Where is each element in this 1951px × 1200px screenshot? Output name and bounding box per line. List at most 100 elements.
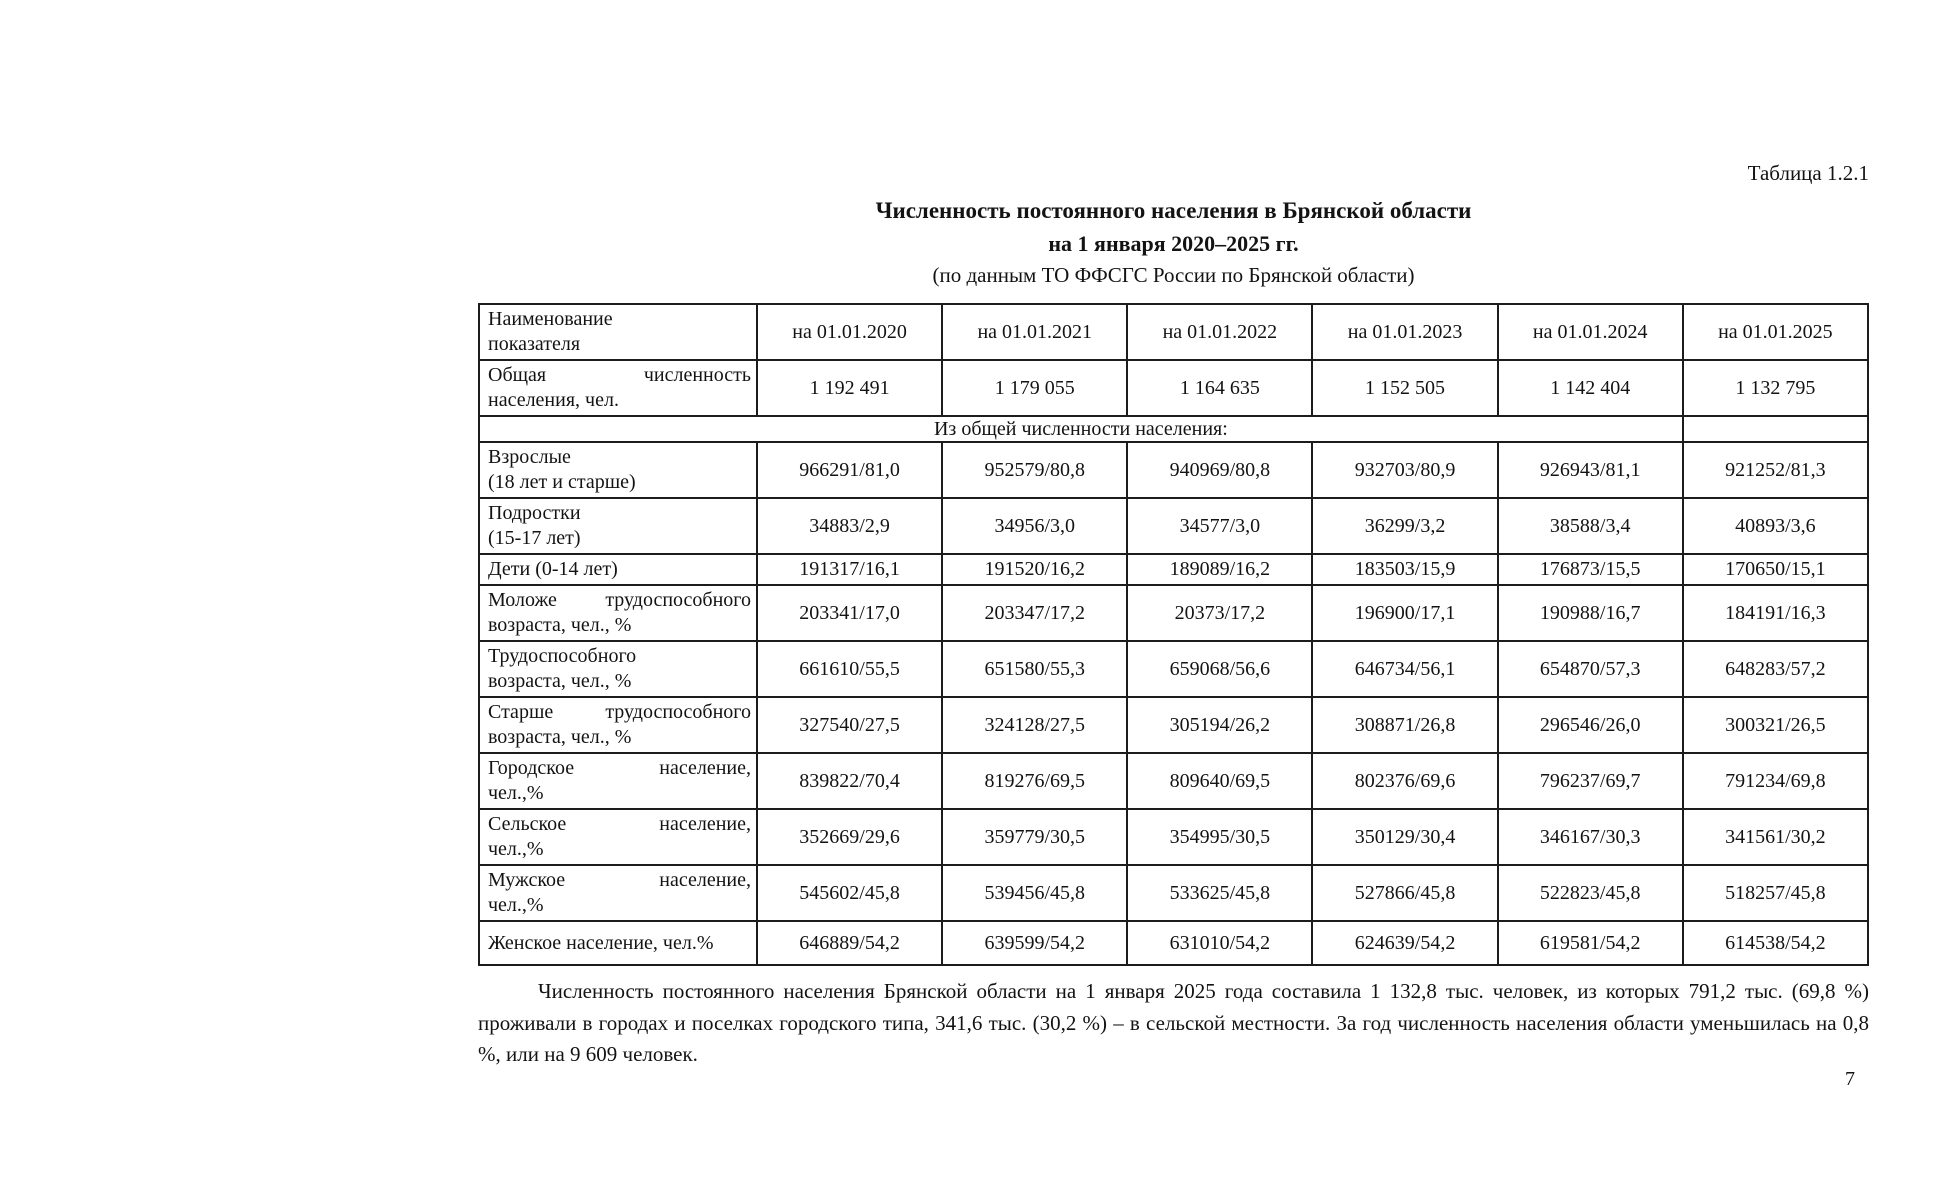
- table-row-rural-population: Сельское население, чел.,% 352669/29,6 3…: [478, 808, 1870, 866]
- row-label-cell: Старше трудоспособного возраста, чел., %: [478, 696, 758, 754]
- row-label-cell: Общая численность населения, чел.: [478, 359, 758, 417]
- value-cell: 791234/69,8: [1681, 752, 1870, 810]
- value-cell: 40893/3,6: [1681, 497, 1870, 555]
- value-cell: 639599/54,2: [941, 920, 1129, 966]
- value-cell: 38588/3,4: [1496, 497, 1684, 555]
- row-label-cell: Дети (0-14 лет): [478, 553, 758, 586]
- value-cell: 352669/29,6: [755, 808, 944, 866]
- header-year-cell: на 01.01.2021: [941, 303, 1129, 361]
- row-label-line: населения, чел.: [488, 389, 619, 411]
- table-caption: Таблица 1.2.1: [1747, 161, 1869, 185]
- value-cell: 921252/81,3: [1681, 441, 1870, 499]
- table-row-total-population: Общая численность населения, чел. 1 192 …: [478, 359, 1870, 417]
- header-year-cell: на 01.01.2025: [1681, 303, 1870, 361]
- table-row-female-population: Женское население, чел.% 646889/54,2 639…: [478, 920, 1870, 966]
- header-year-cell: на 01.01.2023: [1311, 303, 1499, 361]
- row-label-line: Старше трудоспособного: [488, 701, 751, 723]
- value-cell: 36299/3,2: [1311, 497, 1499, 555]
- value-cell: 619581/54,2: [1496, 920, 1684, 966]
- value-cell: 940969/80,8: [1126, 441, 1314, 499]
- value-cell: 191520/16,2: [941, 553, 1129, 586]
- row-label-line: Подростки: [488, 502, 581, 524]
- value-cell: 300321/26,5: [1681, 696, 1870, 754]
- value-cell: 802376/69,6: [1311, 752, 1499, 810]
- row-label-line: Городское население,: [488, 757, 751, 779]
- value-cell: 324128/27,5: [941, 696, 1129, 754]
- value-cell: 839822/70,4: [755, 752, 944, 810]
- row-label-cell: Городское население, чел.,%: [478, 752, 758, 810]
- value-cell: 932703/80,9: [1311, 441, 1499, 499]
- value-cell: 533625/45,8: [1126, 864, 1314, 922]
- table-row-male-population: Мужское население, чел.,% 545602/45,8 53…: [478, 864, 1870, 922]
- row-label-cell: Женское население, чел.%: [478, 920, 758, 966]
- value-cell: 308871/26,8: [1311, 696, 1499, 754]
- value-cell: 34577/3,0: [1126, 497, 1314, 555]
- value-cell: 203341/17,0: [755, 584, 944, 642]
- row-label-line: возраста, чел., %: [488, 670, 632, 692]
- row-label-cell: Мужское население, чел.,%: [478, 864, 758, 922]
- value-cell: 614538/54,2: [1681, 920, 1870, 966]
- row-label-line: Трудоспособного: [488, 645, 637, 667]
- value-cell: 203347/17,2: [941, 584, 1129, 642]
- value-cell: 346167/30,3: [1496, 808, 1684, 866]
- value-cell: 296546/26,0: [1496, 696, 1684, 754]
- value-cell: 654870/57,3: [1496, 640, 1684, 698]
- value-cell: 518257/45,8: [1681, 864, 1870, 922]
- table-row-adults: Взрослые (18 лет и старше) 966291/81,0 9…: [478, 441, 1870, 499]
- value-cell: 354995/30,5: [1126, 808, 1314, 866]
- value-cell: 624639/54,2: [1311, 920, 1499, 966]
- table-row-above-working-age: Старше трудоспособного возраста, чел., %…: [478, 696, 1870, 754]
- body-paragraph: Численность постоянного населения Брянск…: [478, 979, 1869, 1066]
- value-cell: 809640/69,5: [1126, 752, 1314, 810]
- table-section-row: Из общей численности населения:: [478, 415, 1870, 443]
- row-label-line: Сельское население,: [488, 813, 751, 835]
- value-cell: 191317/16,1: [755, 553, 944, 586]
- table-row-below-working-age: Моложе трудоспособного возраста, чел., %…: [478, 584, 1870, 642]
- row-label-cell: Взрослые (18 лет и старше): [478, 441, 758, 499]
- row-label-line: Взрослые: [488, 446, 571, 468]
- value-cell: 341561/30,2: [1681, 808, 1870, 866]
- value-cell: 1 179 055: [941, 359, 1129, 417]
- value-cell: 34956/3,0: [941, 497, 1129, 555]
- row-label-cell: Подростки (15-17 лет): [478, 497, 758, 555]
- value-cell: 631010/54,2: [1126, 920, 1314, 966]
- row-label-line: Мужское население,: [488, 869, 751, 891]
- value-cell: 819276/69,5: [941, 752, 1129, 810]
- doc-title-line1: Численность постоянного населения в Брян…: [875, 198, 1472, 223]
- value-cell: 350129/30,4: [1311, 808, 1499, 866]
- table-header-row: Наименование показателя на 01.01.2020 на…: [478, 303, 1870, 361]
- value-cell: 1 192 491: [755, 359, 944, 417]
- value-cell: 661610/55,5: [755, 640, 944, 698]
- row-label-line: (18 лет и старше): [488, 471, 636, 493]
- header-indicator-line2: показателя: [488, 333, 581, 355]
- value-cell: 1 142 404: [1496, 359, 1684, 417]
- value-cell: 545602/45,8: [755, 864, 944, 922]
- value-cell: 926943/81,1: [1496, 441, 1684, 499]
- header-year-cell: на 01.01.2024: [1496, 303, 1684, 361]
- value-cell: 196900/17,1: [1311, 584, 1499, 642]
- value-cell: 796237/69,7: [1496, 752, 1684, 810]
- row-label-cell: Сельское население, чел.,%: [478, 808, 758, 866]
- header-year-cell: на 01.01.2022: [1126, 303, 1314, 361]
- value-cell: 539456/45,8: [941, 864, 1129, 922]
- doc-title-line2: на 1 января 2020–2025 гг.: [1048, 231, 1299, 256]
- value-cell: 651580/55,3: [941, 640, 1129, 698]
- header-indicator-line1: Наименование: [488, 308, 613, 330]
- value-cell: 966291/81,0: [755, 441, 944, 499]
- row-label-line: чел.,%: [488, 838, 544, 860]
- value-cell: 648283/57,2: [1681, 640, 1870, 698]
- row-label-line: Женское население, чел.%: [488, 931, 714, 954]
- row-label-line: Моложе трудоспособного: [488, 589, 751, 611]
- row-label-line: (15-17 лет): [488, 527, 581, 549]
- value-cell: 189089/16,2: [1126, 553, 1314, 586]
- value-cell: 1 132 795: [1681, 359, 1870, 417]
- header-year-cell: на 01.01.2020: [755, 303, 944, 361]
- row-label-line: возраста, чел., %: [488, 614, 632, 636]
- value-cell: 20373/17,2: [1126, 584, 1314, 642]
- row-label-line: чел.,%: [488, 894, 544, 916]
- row-label-line: Дети (0-14 лет): [488, 558, 618, 580]
- value-cell: 527866/45,8: [1311, 864, 1499, 922]
- value-cell: 1 164 635: [1126, 359, 1314, 417]
- value-cell: 1 152 505: [1311, 359, 1499, 417]
